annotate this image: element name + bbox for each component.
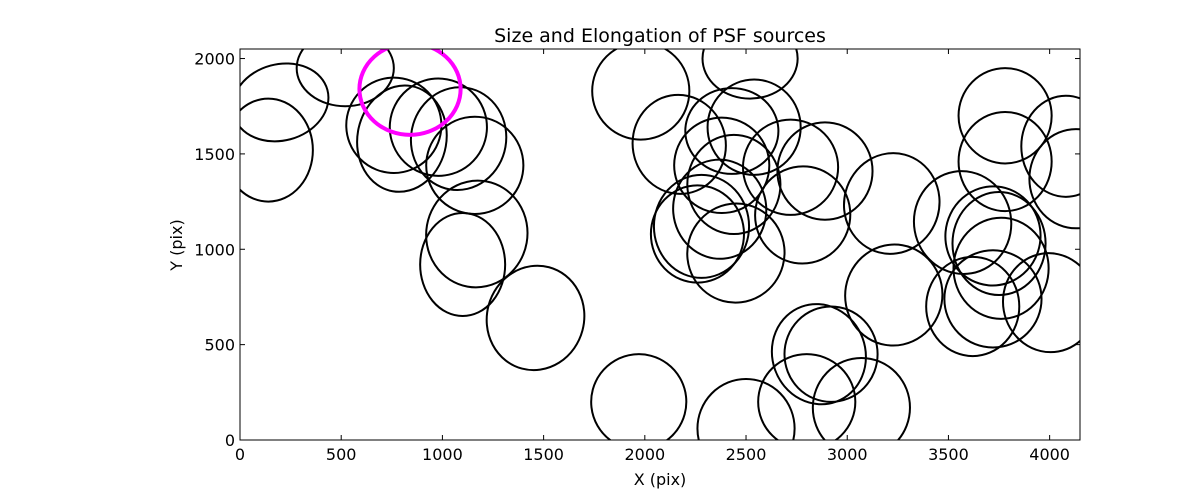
psf-source-ellipse-26 (842, 152, 941, 255)
psf-source-ellipse-2 (240, 62, 330, 143)
psf-source-ellipse-38 (1001, 252, 1080, 354)
psf-source-ellipse-35 (925, 255, 1021, 358)
psf-source-ellipse-21 (686, 133, 782, 236)
x-tick-label: 1000 (422, 445, 463, 464)
x-tick-label: 3500 (928, 445, 969, 464)
x-tick-label: 3000 (827, 445, 868, 464)
y-tick-label: 1000 (194, 240, 235, 259)
psf-source-ellipse-39 (770, 303, 867, 406)
psf-source-ellipse-37 (952, 216, 1050, 320)
y-tick-label: 1500 (194, 145, 235, 164)
psf-source-ellipse-34 (844, 243, 944, 347)
psf-source-ellipse-12 (591, 49, 691, 141)
psf-source-ellipse-13 (701, 49, 799, 100)
psf-source-ellipse-40 (783, 305, 879, 403)
psf-source-ellipse-33 (1028, 128, 1080, 230)
psf-source-ellipse-17 (673, 116, 771, 215)
psf-source-ellipse-9 (425, 179, 529, 289)
psf-source-ellipse-44 (590, 353, 688, 440)
plot-frame (239, 48, 1081, 441)
x-tick-label: 1500 (523, 445, 564, 464)
y-tick-label: 0 (225, 431, 235, 450)
psf-source-ellipse-42 (811, 357, 911, 440)
psf-source-ellipse-15 (684, 87, 780, 175)
psf-source-ellipse-29 (951, 191, 1047, 297)
psf-source-ellipse-36 (943, 249, 1043, 349)
chart-title: Size and Elongation of PSF sources (494, 25, 826, 47)
x-tick-label: 2500 (726, 445, 767, 464)
psf-source-ellipse-41 (757, 353, 857, 440)
x-tick-label: 2000 (624, 445, 665, 464)
psf-source-ellipse-32 (1020, 94, 1080, 198)
psf-source-ellipse-3 (240, 97, 314, 203)
psf-source-ellipse-11 (485, 264, 586, 372)
y-axis: 0 500 1000 1500 2000 (194, 50, 1080, 450)
y-tick-label: 500 (204, 336, 235, 355)
y-tick-label: 2000 (194, 50, 235, 69)
psf-source-ellipse-25 (686, 202, 786, 304)
psf-source-ellipse-31 (957, 110, 1053, 213)
x-tick-label: 0 (235, 445, 245, 464)
psf-source-ellipse-22 (672, 158, 768, 260)
highlighted-source-ellipse (357, 49, 463, 137)
psf-source-ellipse-23 (652, 173, 751, 279)
y-axis-label: Y (pix) (167, 219, 186, 271)
x-axis-label: X (pix) (634, 470, 687, 489)
ellipse-layer (240, 49, 1080, 440)
x-tick-label: 500 (326, 445, 357, 464)
psf-source-ellipse-6 (388, 77, 488, 177)
x-axis: 0 500 1000 1500 2000 2500 3000 3500 4000 (235, 49, 1070, 464)
psf-source-ellipse-43 (696, 377, 796, 440)
psf-source-ellipse-30 (957, 67, 1053, 165)
x-tick-label: 4000 (1029, 445, 1070, 464)
psf-source-ellipse-10 (419, 212, 507, 318)
psf-source-ellipse-27 (912, 170, 1013, 275)
psf-source-ellipse-19 (776, 121, 874, 221)
psf-source-ellipse-1 (295, 49, 395, 108)
